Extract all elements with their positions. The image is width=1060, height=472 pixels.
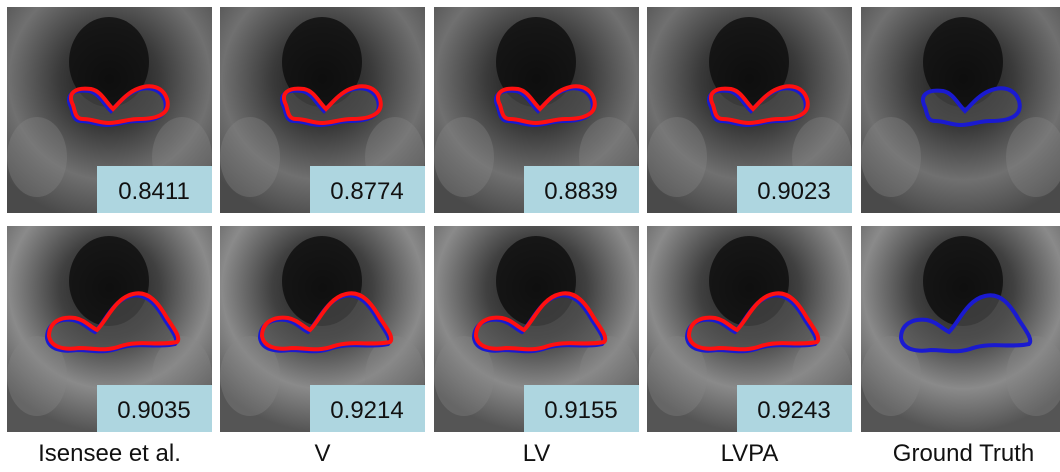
column-label: V	[220, 440, 425, 468]
image-panel: 0.9023	[647, 7, 852, 213]
image-panel: 0.8774	[220, 7, 425, 213]
tissue	[220, 117, 280, 197]
column-label: LV	[434, 440, 639, 468]
image-panel: 0.8411	[7, 7, 212, 213]
column-label: LVPA	[647, 440, 852, 468]
image-panel: 0.9035	[7, 226, 212, 432]
dice-score: 0.9243	[757, 397, 830, 424]
figure: 0.8411 0.8774 0.8839 0.9023 0.9035 0.9214 0.91…	[0, 0, 1060, 472]
image-panel	[861, 7, 1060, 213]
image-panel: 0.9155	[434, 226, 639, 432]
image-panel	[861, 226, 1060, 432]
dice-score: 0.9035	[117, 397, 190, 424]
dice-score: 0.8839	[544, 178, 617, 205]
dice-score: 0.9155	[544, 397, 617, 424]
column-label: Ground Truth	[861, 440, 1060, 468]
panel-grid: 0.8411 0.8774 0.8839 0.9023 0.9035 0.9214 0.91…	[0, 0, 1060, 436]
tissue	[434, 117, 494, 197]
dice-score: 0.9023	[757, 178, 830, 205]
column-label: Isensee et al.	[7, 440, 212, 468]
dice-score: 0.8774	[330, 178, 403, 205]
tissue	[647, 117, 707, 197]
dice-score: 0.9214	[330, 397, 403, 424]
image-panel: 0.8839	[434, 7, 639, 213]
tissue	[861, 117, 921, 197]
dice-score: 0.8411	[118, 178, 190, 205]
tissue	[7, 117, 67, 197]
image-panel: 0.9243	[647, 226, 852, 432]
image-panel: 0.9214	[220, 226, 425, 432]
